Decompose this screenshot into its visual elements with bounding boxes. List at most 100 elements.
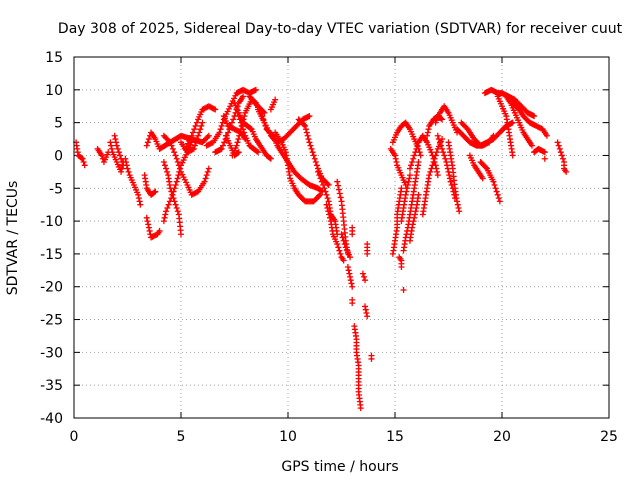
chart-title: Day 308 of 2025, Sidereal Day-to-day VTE…	[58, 21, 623, 37]
data-point	[336, 190, 343, 197]
data-point	[335, 182, 342, 189]
data-point	[302, 126, 309, 133]
data-point	[316, 192, 323, 199]
data-point	[410, 155, 417, 162]
data-point	[233, 106, 240, 113]
y-tick-label: -25	[40, 313, 63, 329]
data-point	[554, 139, 561, 146]
data-point	[198, 122, 205, 129]
data-point	[143, 214, 150, 221]
data-point	[118, 165, 125, 172]
data-point	[337, 250, 344, 257]
data-point	[301, 121, 308, 128]
data-point	[145, 221, 152, 228]
x-tick-label: 0	[70, 429, 79, 445]
y-axis-label: SDTVAR / TECUs	[5, 181, 21, 296]
y-tick-label: -15	[40, 247, 63, 263]
data-point	[314, 168, 321, 175]
data-point	[317, 191, 324, 198]
data-point	[494, 191, 501, 198]
data-point	[212, 106, 219, 113]
data-point	[194, 136, 201, 143]
data-point	[404, 185, 411, 192]
data-point	[218, 145, 225, 152]
data-point	[234, 139, 241, 146]
data-point	[496, 198, 503, 205]
data-point	[162, 211, 169, 218]
data-point	[405, 178, 412, 185]
data-point	[195, 132, 202, 139]
data-point	[442, 155, 449, 162]
data-point	[311, 155, 318, 162]
data-point	[531, 113, 538, 120]
data-point	[443, 159, 450, 166]
data-point	[448, 181, 455, 188]
data-point	[145, 136, 152, 143]
data-point	[221, 139, 228, 146]
x-tick-labels: 0 5 10 15 20 25	[70, 429, 618, 445]
data-point	[313, 162, 320, 169]
data-point	[144, 218, 151, 225]
data-point	[238, 122, 245, 129]
data-point	[541, 149, 548, 156]
data-point	[173, 204, 180, 211]
data-point	[114, 145, 121, 152]
data-point	[323, 201, 330, 208]
data-point	[323, 191, 330, 198]
data-point	[324, 204, 331, 211]
data-point	[324, 195, 331, 202]
data-point	[174, 208, 181, 215]
data-point	[219, 142, 226, 149]
data-point	[255, 149, 262, 156]
data-point	[362, 306, 369, 313]
data-point	[364, 250, 371, 257]
data-point	[230, 116, 237, 123]
data-point	[161, 214, 168, 221]
data-point	[235, 113, 242, 120]
data-point	[337, 194, 344, 201]
data-point	[79, 155, 86, 162]
data-point	[163, 165, 170, 172]
data-point	[316, 172, 323, 179]
data-point	[402, 181, 409, 188]
plot-frame	[73, 56, 610, 419]
data-point	[225, 129, 232, 136]
data-point	[188, 132, 195, 139]
data-point	[240, 116, 247, 123]
data-point	[415, 191, 422, 198]
data-point	[169, 145, 176, 152]
data-point	[204, 168, 211, 175]
data-point	[409, 221, 416, 228]
data-point	[434, 168, 441, 175]
data-point	[237, 126, 244, 133]
data-point	[325, 208, 332, 215]
data-point	[172, 181, 179, 188]
data-point	[119, 159, 126, 166]
data-point	[165, 201, 172, 208]
data-point	[364, 313, 371, 320]
data-point	[446, 172, 453, 179]
data-point	[135, 191, 142, 198]
data-point	[261, 109, 268, 116]
data-point	[445, 168, 452, 175]
data-point	[167, 139, 174, 146]
data-point	[199, 119, 206, 126]
data-point	[411, 211, 418, 218]
data-point	[201, 178, 208, 185]
data-point	[495, 195, 502, 202]
data-point	[117, 152, 124, 159]
data-point	[393, 159, 400, 166]
data-point	[334, 178, 341, 185]
data-point	[135, 195, 142, 202]
y-tick-label: -10	[40, 214, 63, 230]
data-point	[190, 145, 197, 152]
data-point	[347, 254, 354, 261]
data-point	[191, 126, 198, 133]
data-point	[175, 162, 182, 169]
data-point	[413, 145, 420, 152]
y-tick-label: 15	[45, 50, 63, 66]
data-point	[438, 142, 445, 149]
data-point	[439, 145, 446, 152]
y-tick-label: -35	[40, 378, 63, 394]
data-point	[320, 181, 327, 188]
